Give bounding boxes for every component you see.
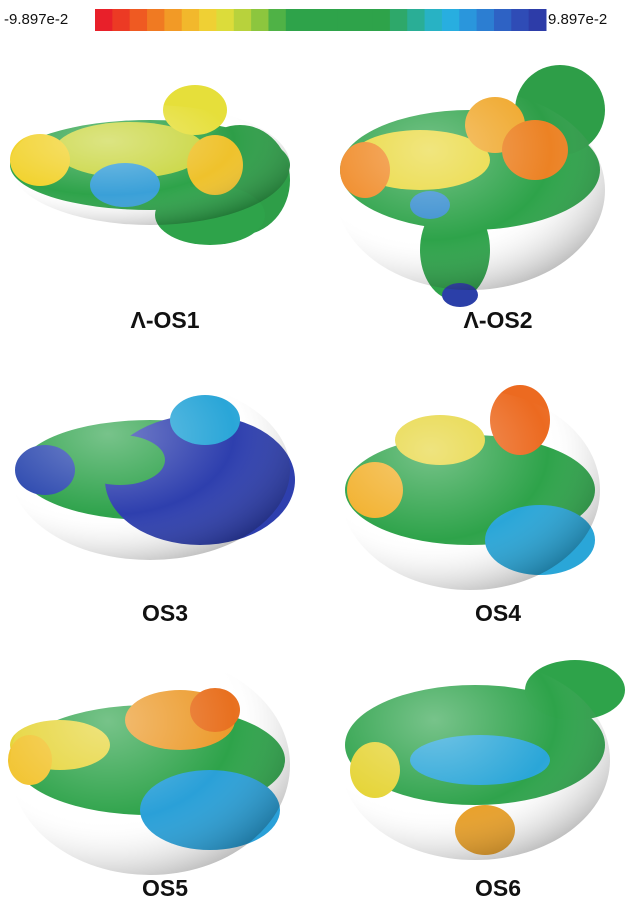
molecule-surface xyxy=(10,380,295,560)
colorbar-swatch xyxy=(477,9,495,31)
colorbar-swatch xyxy=(112,9,130,31)
panel-label: Λ-OS2 xyxy=(463,307,532,333)
colorbar-swatch xyxy=(216,9,234,31)
colorbar-swatch xyxy=(529,9,547,31)
panel-label: Λ-OS1 xyxy=(130,307,199,333)
colorbar-swatch xyxy=(303,9,321,31)
colorbar-swatch xyxy=(321,9,339,31)
colorbar-min: -9.897e-2 xyxy=(4,11,68,28)
figure: -9.897e-2 9.897e-2 xyxy=(0,0,630,906)
colorbar-swatch xyxy=(268,9,286,31)
panel-label: OS6 xyxy=(475,875,521,901)
colorbar-swatch xyxy=(251,9,269,31)
colorbar-max: 9.897e-2 xyxy=(548,11,607,28)
colorbar-swatch xyxy=(95,9,113,31)
molecule-surface xyxy=(340,660,625,860)
colorbar-swatch xyxy=(147,9,165,31)
colorbar-swatch xyxy=(182,9,200,31)
colorbar-swatch xyxy=(355,9,373,31)
colorbar xyxy=(95,9,547,31)
molecule-surface xyxy=(8,655,290,875)
colorbar-swatch xyxy=(425,9,443,31)
colorbar-swatch xyxy=(373,9,391,31)
panel-label: OS3 xyxy=(142,600,188,626)
colorbar-swatch xyxy=(407,9,425,31)
colorbar-swatch xyxy=(338,9,356,31)
colorbar-swatch xyxy=(286,9,304,31)
figure-canvas: -9.897e-2 9.897e-2 xyxy=(0,0,630,906)
colorbar-swatch xyxy=(130,9,148,31)
colorbar-swatch xyxy=(459,9,477,31)
colorbar-swatch xyxy=(234,9,252,31)
colorbar-swatch xyxy=(199,9,217,31)
molecule-surface xyxy=(340,385,600,590)
colorbar-swatch xyxy=(511,9,529,31)
panel-label: OS4 xyxy=(475,600,521,626)
colorbar-swatch xyxy=(494,9,512,31)
colorbar-swatch xyxy=(442,9,460,31)
molecule-surface xyxy=(10,85,290,245)
colorbar-swatch xyxy=(390,9,408,31)
panel-label: OS5 xyxy=(142,875,188,901)
colorbar-swatch xyxy=(164,9,182,31)
molecule-surface xyxy=(335,65,605,307)
